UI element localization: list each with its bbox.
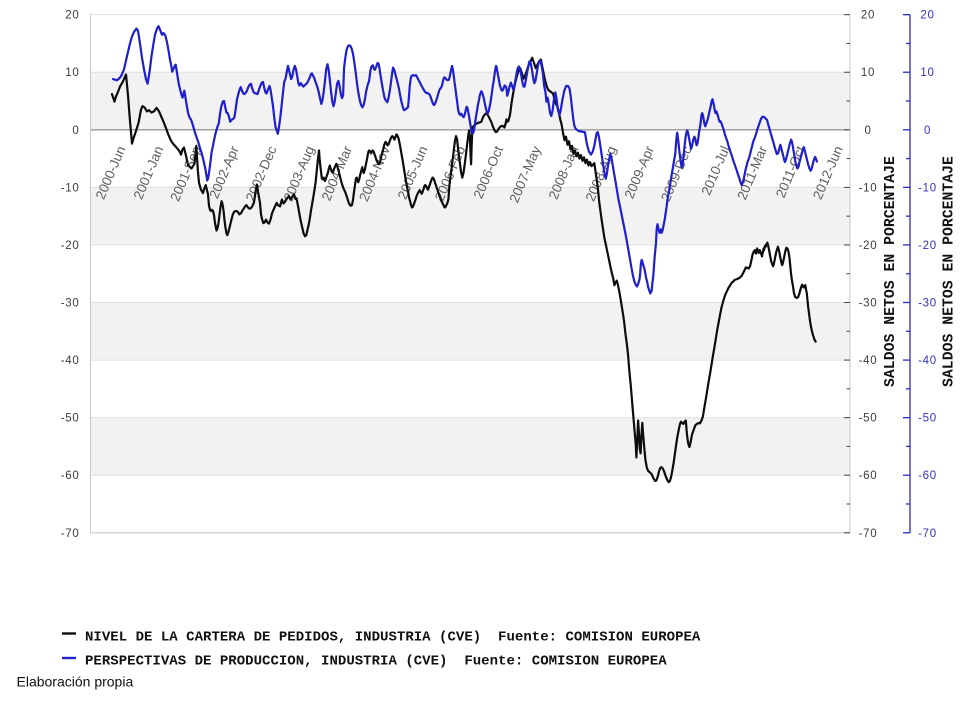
svg-text:0: 0 (864, 125, 871, 137)
svg-text:-70: -70 (859, 528, 878, 540)
svg-text:-10: -10 (859, 182, 878, 194)
svg-text:10: 10 (65, 67, 79, 79)
svg-text:PERSPECTIVAS DE PRODUCCION, IN: PERSPECTIVAS DE PRODUCCION, INDUSTRIA (C… (85, 654, 667, 670)
svg-text:-30: -30 (859, 298, 878, 310)
svg-text:-60: -60 (61, 470, 80, 482)
svg-text:-40: -40 (918, 355, 937, 367)
svg-text:0: 0 (72, 125, 79, 137)
svg-text:-30: -30 (61, 298, 80, 310)
svg-text:-10: -10 (61, 182, 80, 194)
svg-text:-20: -20 (61, 240, 80, 252)
svg-text:Elaboración propia: Elaboración propia (17, 674, 134, 690)
svg-text:-30: -30 (918, 298, 937, 310)
svg-text:-50: -50 (859, 413, 878, 425)
svg-text:-60: -60 (859, 470, 878, 482)
svg-text:20: 20 (861, 10, 875, 22)
svg-text:10: 10 (861, 67, 875, 79)
svg-text:-70: -70 (61, 528, 80, 540)
svg-text:20: 20 (920, 10, 934, 22)
svg-text:NIVEL DE LA CARTERA DE PEDIDOS: NIVEL DE LA CARTERA DE PEDIDOS, INDUSTRI… (85, 630, 701, 646)
svg-text:-40: -40 (61, 355, 80, 367)
svg-text:SALDOS NETOS EN PORCENTAJE: SALDOS NETOS EN PORCENTAJE (941, 156, 957, 387)
svg-text:SALDOS NETOS EN PORCENTAJE: SALDOS NETOS EN PORCENTAJE (883, 156, 899, 387)
svg-text:-20: -20 (918, 240, 937, 252)
svg-text:-70: -70 (918, 528, 937, 540)
svg-text:-10: -10 (918, 182, 937, 194)
svg-text:-50: -50 (918, 413, 937, 425)
svg-text:-20: -20 (859, 240, 878, 252)
svg-text:0: 0 (924, 125, 931, 137)
svg-text:20: 20 (65, 10, 79, 22)
svg-text:-60: -60 (918, 470, 937, 482)
svg-text:10: 10 (920, 67, 934, 79)
svg-text:-50: -50 (61, 413, 80, 425)
svg-text:-40: -40 (859, 355, 878, 367)
